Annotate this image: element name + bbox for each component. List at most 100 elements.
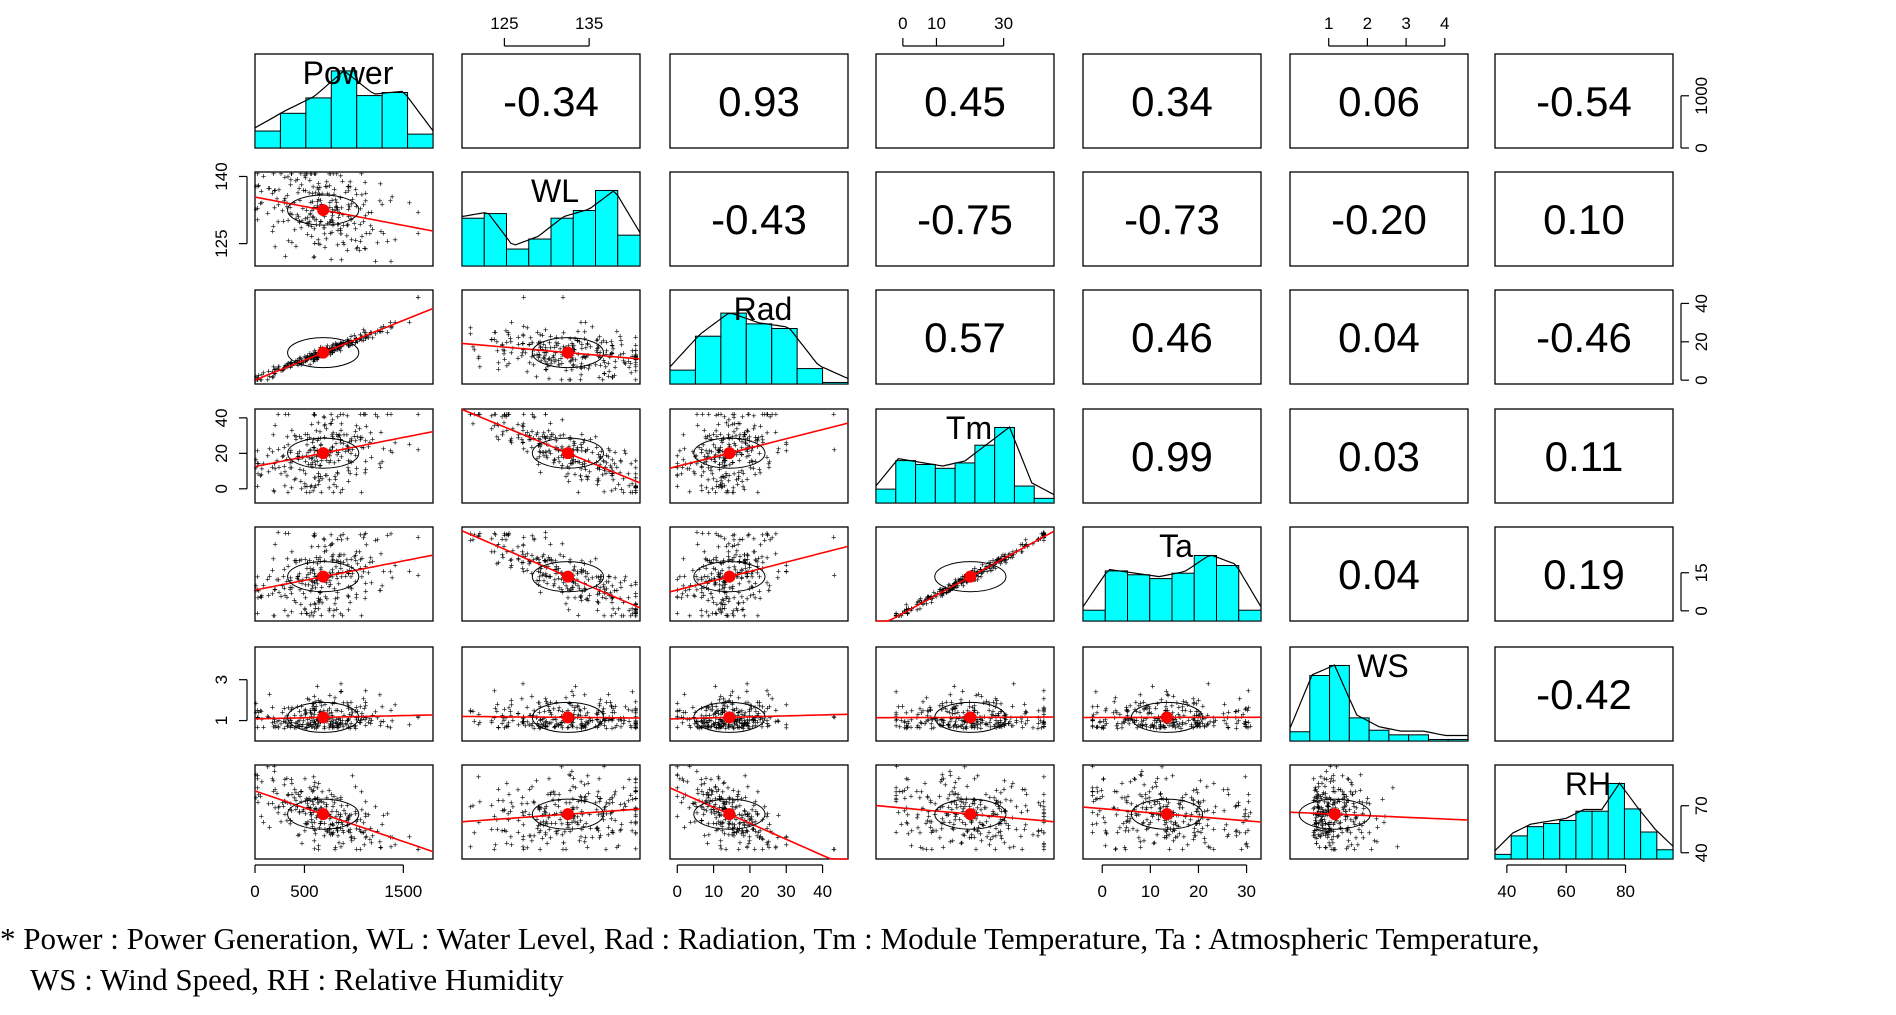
scatter-point: + bbox=[739, 719, 744, 729]
scatter-point: + bbox=[350, 195, 355, 205]
scatter-point: + bbox=[313, 169, 318, 179]
scatter-point: + bbox=[784, 720, 789, 730]
scatter-point: + bbox=[363, 196, 368, 206]
scatter-point: + bbox=[289, 483, 294, 493]
scatter-point: + bbox=[285, 216, 290, 226]
histogram-bar bbox=[407, 133, 434, 149]
centroid-point bbox=[317, 447, 330, 460]
scatter-point: + bbox=[297, 585, 302, 595]
scatter-point: + bbox=[509, 700, 514, 710]
scatter-point: + bbox=[336, 342, 341, 352]
scatter-point: + bbox=[744, 842, 749, 852]
scatter-point: + bbox=[271, 485, 276, 495]
scatter-point: + bbox=[347, 340, 352, 350]
scatter-point: + bbox=[338, 342, 343, 352]
scatter-point: + bbox=[359, 611, 364, 621]
scatter-point: + bbox=[367, 714, 372, 724]
scatter-point: + bbox=[288, 202, 293, 212]
diagonal-label-ta: Ta bbox=[1159, 528, 1193, 564]
scatter-point: + bbox=[330, 719, 335, 729]
correlation-value: -0.73 bbox=[1124, 196, 1220, 243]
scatter-point: + bbox=[255, 798, 260, 808]
scatter-point: + bbox=[289, 357, 294, 367]
scatter-point: + bbox=[335, 722, 340, 732]
scatter-point: + bbox=[282, 780, 287, 790]
scatter-point: + bbox=[305, 213, 310, 223]
scatter-point: + bbox=[289, 210, 294, 220]
scatter-point: + bbox=[470, 801, 475, 811]
scatter-point: + bbox=[338, 810, 343, 820]
scatter-point: + bbox=[305, 694, 310, 704]
scatter-point: + bbox=[388, 257, 393, 267]
scatter-point: + bbox=[286, 236, 291, 246]
scatter-point: + bbox=[286, 790, 291, 800]
scatter-point: + bbox=[831, 409, 836, 419]
histogram-bar bbox=[305, 97, 332, 149]
scatter-point: + bbox=[758, 540, 763, 550]
scatter-point: + bbox=[367, 330, 372, 340]
scatter-point: + bbox=[330, 196, 335, 206]
scatter-point: + bbox=[739, 574, 744, 584]
scatter-point: + bbox=[272, 365, 277, 375]
scatter-point: + bbox=[721, 778, 726, 788]
histogram-bar bbox=[875, 488, 897, 504]
scatter-point: + bbox=[299, 711, 304, 721]
scatter-point: + bbox=[271, 554, 276, 564]
scatter-point: + bbox=[509, 318, 514, 328]
scatter-point: + bbox=[567, 770, 572, 780]
scatter-point: + bbox=[274, 575, 279, 585]
scatter-point: + bbox=[286, 409, 291, 419]
scatter-point: + bbox=[380, 702, 385, 712]
scatter-point: + bbox=[276, 185, 281, 195]
scatter-point: + bbox=[310, 188, 315, 198]
scatter-point: + bbox=[340, 485, 345, 495]
scatter-point: + bbox=[297, 353, 302, 363]
scatter-point: + bbox=[338, 229, 343, 239]
scatter-point: + bbox=[282, 443, 287, 453]
scatter-point: + bbox=[292, 198, 297, 208]
scatter-point: + bbox=[679, 798, 684, 808]
scatter-point: + bbox=[633, 352, 638, 362]
scatter-point: + bbox=[524, 367, 529, 377]
scatter-point: + bbox=[312, 352, 317, 362]
scatter-point: + bbox=[359, 787, 364, 797]
scatter-point: + bbox=[272, 540, 277, 550]
scatter-point: + bbox=[1146, 707, 1151, 717]
scatter-point: + bbox=[288, 446, 293, 456]
scatter-point: + bbox=[633, 705, 638, 715]
scatter-point: + bbox=[317, 190, 322, 200]
scatter-point: + bbox=[337, 344, 342, 354]
scatter-point: + bbox=[489, 825, 494, 835]
scatter-point: + bbox=[327, 344, 332, 354]
scatter-point: + bbox=[330, 216, 335, 226]
scatter-point: + bbox=[373, 257, 378, 267]
scatter-point: + bbox=[964, 722, 969, 732]
scatter-point: + bbox=[324, 546, 329, 556]
scatter-point: + bbox=[309, 817, 314, 827]
histogram-bar bbox=[974, 444, 996, 504]
scatter-point: + bbox=[255, 712, 260, 722]
scatter-point: + bbox=[272, 762, 277, 772]
scatter-point: + bbox=[295, 356, 300, 366]
scatter-point: + bbox=[537, 698, 542, 708]
scatter-point: + bbox=[375, 412, 380, 422]
scatter-point: + bbox=[338, 224, 343, 234]
histogram-bar bbox=[1408, 734, 1429, 742]
scatter-point: + bbox=[253, 372, 258, 382]
scatter-point: + bbox=[338, 842, 343, 852]
scatter-point: + bbox=[416, 228, 421, 238]
scatter-point: + bbox=[312, 782, 317, 792]
scatter-point: + bbox=[289, 589, 294, 599]
scatter-point: + bbox=[302, 171, 307, 181]
histogram-bar bbox=[1427, 738, 1449, 742]
correlation-value: -0.42 bbox=[1536, 671, 1632, 718]
scatter-point: + bbox=[310, 351, 315, 361]
scatter-point: + bbox=[745, 782, 750, 792]
scatter-point: + bbox=[718, 714, 723, 724]
scatter-point: + bbox=[332, 471, 337, 481]
scatter-point: + bbox=[602, 762, 607, 772]
scatter-point: + bbox=[261, 818, 266, 828]
scatter-point: + bbox=[538, 845, 543, 855]
scatter-point: + bbox=[601, 336, 606, 346]
histogram-bar bbox=[934, 467, 956, 504]
